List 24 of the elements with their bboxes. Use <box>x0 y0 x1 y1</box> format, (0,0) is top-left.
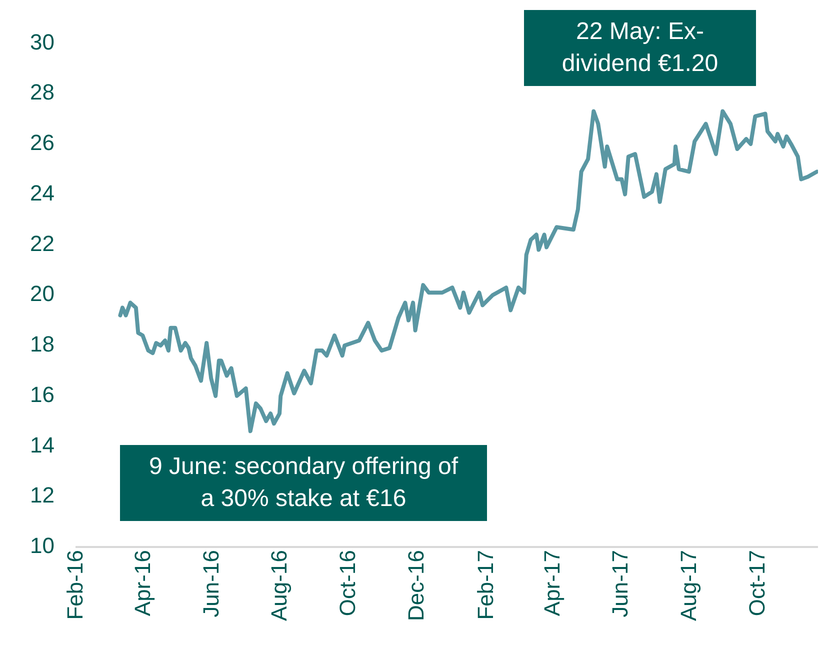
y-tick-label: 28 <box>30 80 54 105</box>
y-tick-label: 14 <box>30 432 54 458</box>
x-tick-label: Oct-17 <box>744 550 770 616</box>
x-tick-label: Oct-16 <box>335 550 360 616</box>
y-tick-label: 12 <box>30 482 54 508</box>
x-tick-label: Aug-16 <box>266 550 292 622</box>
x-tick-label: Jun-17 <box>608 550 633 618</box>
x-tick-label: Apr-16 <box>130 550 155 616</box>
x-tick-label: Aug-17 <box>676 550 702 622</box>
annotation: 22 May: Ex-dividend €1.20 <box>524 10 756 86</box>
y-tick-label: 10 <box>30 533 54 558</box>
y-tick-label: 24 <box>30 180 54 206</box>
annotation: 9 June: secondary offering of a 30% stake at €16 <box>120 445 487 521</box>
y-tick-label: 30 <box>30 29 54 54</box>
y-tick-label: 16 <box>30 382 54 407</box>
x-tick-label: Dec-16 <box>404 550 429 621</box>
x-tick-label: Jun-16 <box>198 550 224 618</box>
y-tick-label: 20 <box>30 281 54 306</box>
x-tick-label: Apr-17 <box>539 550 564 616</box>
y-tick-label: 22 <box>30 230 54 256</box>
x-tick-label: Feb-16 <box>62 550 88 620</box>
y-tick-label: 26 <box>30 130 54 156</box>
x-tick-label: Feb-17 <box>473 550 498 620</box>
y-tick-label: 18 <box>30 332 54 357</box>
